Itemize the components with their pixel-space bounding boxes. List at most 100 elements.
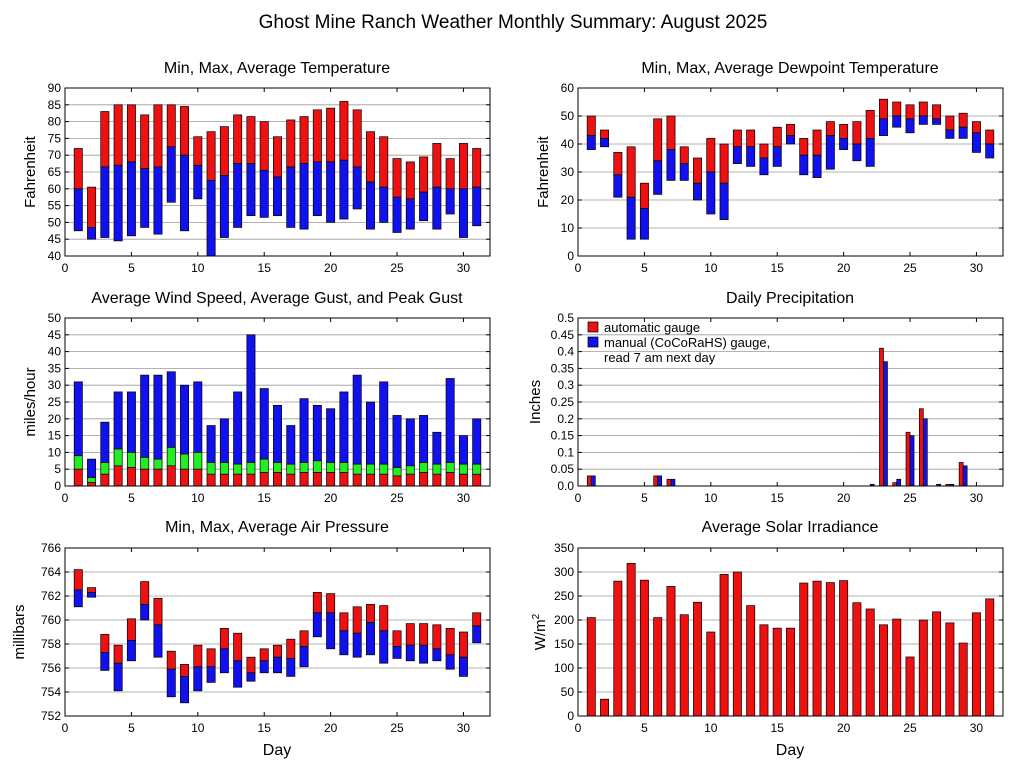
dew-bar-min [985,143,995,159]
wind-y-tick-label: 40 [48,345,62,359]
wind-bar-average-gust [445,462,455,473]
pressure-bar-max [180,664,189,677]
pressure-bar-max [392,630,402,647]
temp-bar-min [458,188,468,238]
solar-y-tick-label: 350 [554,541,574,555]
temp-bar-min [445,188,455,215]
dew-bar-max [626,146,636,198]
temp-bar-min [153,166,163,235]
temp-bar-min [73,188,83,232]
temperature-chart: Min, Max, Average Temperature Fahrenheit… [22,60,491,275]
temp-x-tick-label: 5 [128,261,135,275]
wind-bar-average-wind [87,482,97,487]
solar-x-tick-label: 5 [641,721,648,735]
dew-bar-max [732,129,742,148]
wind-bar-peak-gust [352,374,362,465]
pressure-bar-max [472,612,482,627]
precip-bar-automatic [879,347,884,487]
pressure-bar-min [419,644,429,664]
dew-bar-max [719,143,729,184]
temp-bar-max [233,114,243,164]
wind-chart-title: Average Wind Speed, Average Gust, and Pe… [91,290,463,307]
solar-x-tick-label: 0 [575,721,582,735]
dew-bar-max [985,129,995,145]
wind-bar-average-wind [180,468,189,487]
pressure-bar-max [312,592,322,614]
wind-y-tick-label: 30 [48,378,62,392]
wind-bar-peak-gust [273,405,282,463]
wind-bar-peak-gust [312,405,322,462]
temp-bar-max [286,119,296,168]
temp-bar-min [286,166,296,228]
precip-legend-swatch [587,336,599,348]
dew-bar-min [865,138,875,167]
wind-bar-average-wind [419,472,429,487]
temp-bar-max [140,114,150,169]
precip-bar-automatic [958,462,964,487]
wind-bar-average-wind [352,473,362,487]
wind-bar-peak-gust [259,388,269,460]
temp-bar-min [100,166,110,238]
dew-bar-min [786,135,795,145]
precip-bar-automatic [653,475,659,487]
precip-bar-manual [896,478,902,487]
solar-bar [825,582,835,717]
precip-y-tick-label: 0.1 [557,445,574,459]
solar-bar [812,580,822,717]
temp-bar-min [326,161,336,223]
precipitation-chart: Daily Precipitation Inches 0.0 0.05 0.1 0.1… [527,290,1004,505]
dew-bar-min [852,143,862,162]
pressure-bar-min [339,630,349,656]
wind-bar-average-gust [286,463,296,475]
dew-bar-min [626,196,636,240]
temp-plot-frame [64,87,491,257]
dew-bar-min [772,146,782,167]
wind-x-tick-label: 10 [191,491,205,505]
wind-y-tick-label: 10 [48,445,62,459]
pressure-bar-min [312,612,322,638]
temp-y-tick-label: 85 [48,98,62,112]
temp-bar-max [206,131,216,181]
dew-bar-min [918,115,928,125]
precipitation-chart-title: Daily Precipitation [726,290,854,307]
dew-bar-max [653,118,663,162]
precip-y-tick-label: 0.25 [551,395,575,409]
dew-bar-min [653,160,663,195]
wind-bar-average-wind [233,473,243,487]
temp-x-tick-label: 25 [390,261,404,275]
pressure-bar-max [259,648,269,662]
wind-bar-average-gust [166,447,176,467]
wind-bar-average-gust [73,455,83,470]
pressure-plot-frame [64,547,491,717]
wind-bar-peak-gust [219,418,229,463]
precipitation-y-axis-label: Inches [527,380,544,424]
wind-bar-peak-gust [140,374,150,458]
dew-bar-max [786,124,795,136]
pressure-bar-max [87,587,97,593]
wind-bar-average-gust [140,457,150,470]
pressure-bar-min [87,592,97,598]
wind-x-tick-label: 20 [324,491,338,505]
wind-bar-average-gust [312,460,322,473]
precip-y-tick-label: 0.2 [557,412,574,426]
pressure-bar-min [472,625,482,644]
wind-y-tick-label: 25 [48,395,62,409]
dew-bar-min [892,115,902,128]
dewpoint-chart: Min, Max, Average Dewpoint Temperature F… [535,60,1004,275]
wind-bar-average-wind [312,472,322,487]
wind-bar-average-wind [326,472,336,487]
wind-y-tick-label: 15 [48,429,62,443]
wind-bar-average-gust [180,453,189,470]
dew-bar-max [639,182,649,209]
dew-bar-max [772,126,782,148]
wind-x-tick-label: 25 [390,491,404,505]
pressure-bar-max [419,623,429,646]
precip-legend-label: read 7 am next day [604,350,716,365]
dew-bar-min [759,157,769,176]
precip-x-tick-label: 5 [641,491,648,505]
temp-bar-min [246,163,256,217]
dew-y-tick-label: 20 [561,193,575,207]
wind-bar-average-gust [392,467,402,477]
precip-bar-manual [590,475,596,487]
solar-bar [865,608,875,717]
